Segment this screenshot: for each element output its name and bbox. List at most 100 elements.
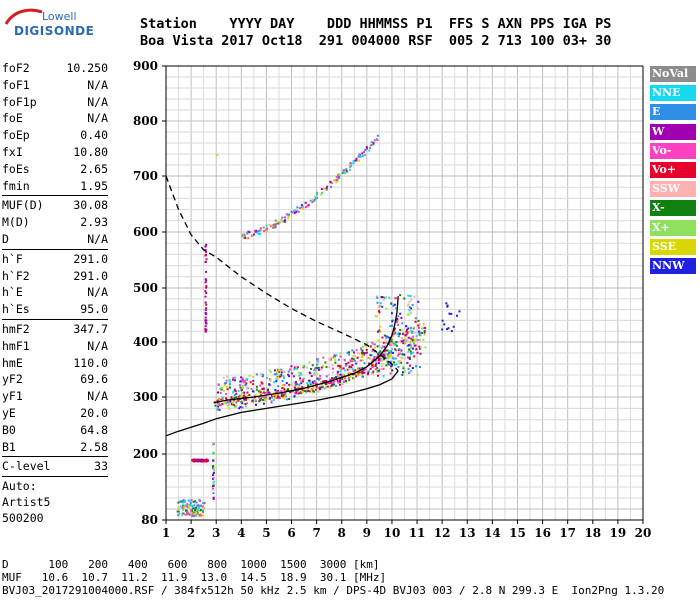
trace-point	[360, 370, 363, 373]
echo-point	[327, 374, 330, 376]
echo-point	[404, 334, 407, 337]
es-point	[212, 485, 214, 488]
es-point	[192, 458, 195, 461]
multihop-point	[309, 199, 312, 202]
echo-point	[258, 391, 261, 394]
param-value: N/A	[87, 231, 108, 246]
echo-point	[245, 382, 248, 385]
trace-point	[283, 388, 286, 391]
param-row: foF1p N/A	[2, 94, 108, 111]
echo-point	[244, 403, 247, 406]
echo-point	[375, 315, 378, 318]
echo-point	[308, 379, 311, 382]
trace-point	[330, 378, 333, 381]
param-value: 2.93	[80, 215, 108, 230]
echo-point	[413, 326, 416, 329]
echo-point	[373, 343, 376, 346]
topside-profile-line	[165, 175, 399, 372]
echo-point	[352, 358, 355, 361]
e-point	[198, 515, 201, 518]
es-point	[212, 480, 215, 483]
echo-point	[408, 356, 411, 359]
echo-point	[235, 404, 238, 407]
trace-point	[230, 402, 233, 405]
echo-point	[396, 323, 399, 326]
echo-point	[350, 366, 353, 369]
echo-point	[354, 355, 357, 357]
trace-point	[383, 350, 386, 353]
echo-point	[401, 373, 404, 376]
trace-point	[283, 395, 286, 398]
echo-point	[395, 320, 398, 323]
footer-info: D 100 200 400 600 800 1000 1500 3000 [km…	[2, 558, 664, 597]
echo-point	[222, 389, 225, 392]
e-point	[196, 504, 199, 507]
multihop-point	[345, 170, 348, 173]
echo-point	[217, 405, 220, 408]
param-name: h`F2	[2, 268, 30, 283]
echo-point	[407, 336, 410, 339]
multihop-point	[355, 157, 358, 160]
e-point	[192, 511, 195, 514]
param-name: h`Es	[2, 302, 30, 317]
es-point	[211, 444, 214, 446]
echo-point	[378, 311, 381, 314]
echo-point	[405, 335, 408, 338]
echo-point	[305, 366, 308, 369]
trace-point	[262, 396, 265, 399]
logo-top-text: Lowell	[42, 10, 77, 23]
echo-point	[300, 382, 303, 385]
echo-point	[302, 365, 305, 368]
param-row: foEp 0.40	[2, 127, 108, 144]
trace-point	[394, 327, 396, 330]
echo-point	[342, 382, 344, 385]
echo-point	[388, 296, 391, 299]
echo-point	[309, 372, 312, 375]
trace-point	[390, 340, 393, 343]
echo-point	[386, 360, 389, 363]
echo-point	[405, 330, 408, 333]
trace-point	[242, 394, 245, 397]
echo-point	[233, 388, 236, 391]
trace-point	[241, 395, 243, 398]
echo-point	[447, 327, 450, 330]
param-name: fxI	[2, 144, 23, 159]
echo-point	[419, 366, 421, 368]
echo-point	[409, 312, 412, 315]
trace-point	[275, 396, 278, 399]
echo-point	[389, 367, 392, 370]
e-point	[189, 502, 192, 505]
echo-point	[410, 346, 413, 349]
echo-point	[259, 389, 262, 392]
echo-point	[226, 375, 229, 378]
echo-point	[377, 358, 380, 361]
echo-point	[277, 368, 280, 371]
echo-point	[334, 361, 337, 364]
trace-point	[268, 392, 271, 394]
param-name: yF2	[2, 372, 23, 387]
echo-point	[225, 382, 228, 385]
echo-point	[308, 361, 311, 364]
echo-point	[242, 381, 245, 384]
e-point	[193, 515, 196, 518]
echo-point	[283, 397, 286, 400]
trace-point	[264, 398, 267, 401]
echo-point	[414, 331, 417, 334]
echo-point	[337, 358, 340, 361]
echo-point	[382, 341, 385, 344]
trace-point	[307, 390, 310, 392]
echo-point	[377, 362, 380, 365]
e-point	[203, 506, 206, 509]
echo-point	[399, 312, 402, 315]
echo-point	[316, 363, 319, 366]
echo-point	[221, 387, 224, 389]
echo-point	[388, 351, 390, 354]
echo-point	[280, 371, 283, 374]
echo-point	[322, 356, 325, 359]
multihop-point	[361, 152, 364, 155]
echo-point	[389, 353, 392, 356]
echo-point	[400, 316, 403, 319]
echo-point	[351, 360, 354, 363]
multihop-point	[348, 168, 351, 171]
multihop-point	[365, 146, 368, 149]
